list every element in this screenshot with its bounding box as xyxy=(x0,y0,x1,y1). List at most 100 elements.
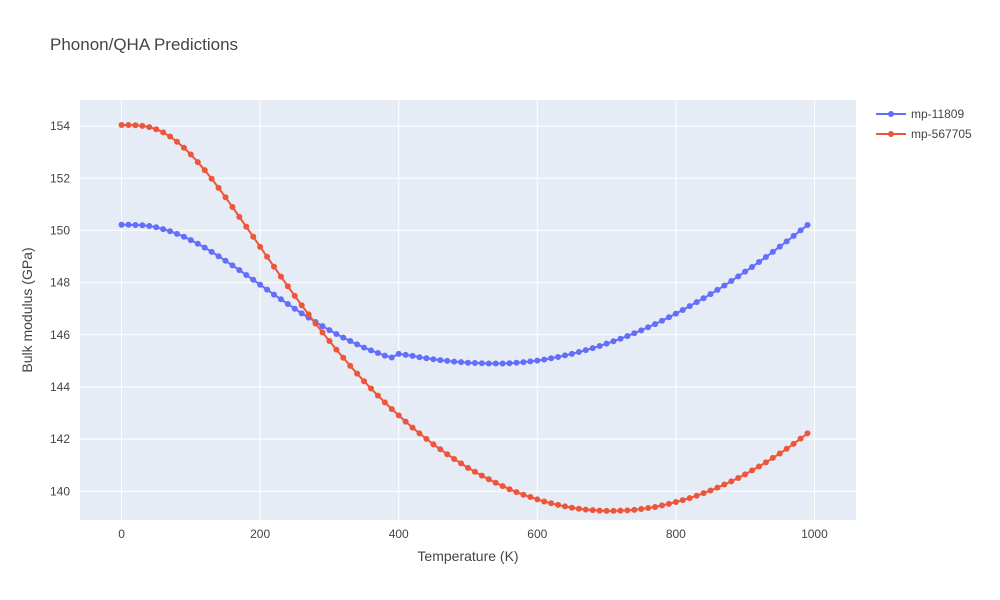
legend: mp-11809 mp-567705 xyxy=(876,107,972,141)
legend-item[interactable]: mp-11809 xyxy=(876,107,964,121)
x-tick-label: 1000 xyxy=(801,527,828,541)
data-point xyxy=(291,305,298,312)
data-point xyxy=(388,406,395,413)
data-point xyxy=(645,505,652,511)
y-tick-label: 152 xyxy=(50,171,70,185)
data-point xyxy=(749,467,756,474)
series-layer xyxy=(118,122,811,514)
y-tick-label: 140 xyxy=(50,484,70,498)
data-point xyxy=(180,144,187,151)
data-point xyxy=(575,505,582,512)
data-point xyxy=(277,296,284,303)
data-point xyxy=(160,129,167,136)
data-point xyxy=(381,399,388,406)
y-axis-ticks: 140 142 144 146 148 150 152 154 xyxy=(50,119,70,498)
data-point xyxy=(208,175,215,182)
data-point xyxy=(659,502,665,509)
data-point xyxy=(679,307,686,313)
legend-label: mp-11809 xyxy=(911,107,964,121)
data-point xyxy=(229,262,236,269)
data-point xyxy=(638,506,645,513)
data-point xyxy=(492,360,499,367)
data-point xyxy=(333,331,340,337)
data-point xyxy=(215,253,222,260)
data-point xyxy=(478,472,485,479)
data-point xyxy=(257,243,264,250)
data-point xyxy=(610,338,617,345)
data-point xyxy=(700,295,707,302)
data-point xyxy=(340,334,347,341)
data-point xyxy=(527,358,534,365)
data-point xyxy=(264,286,271,293)
data-point xyxy=(596,507,603,514)
data-point xyxy=(672,310,679,317)
data-point xyxy=(305,311,312,318)
data-point xyxy=(707,487,714,494)
data-point xyxy=(409,352,416,359)
x-axis-title: Temperature (K) xyxy=(417,548,518,564)
y-tick-label: 148 xyxy=(50,276,70,290)
data-point xyxy=(319,329,326,336)
data-point xyxy=(541,498,548,505)
data-point xyxy=(617,335,624,342)
chart-title: Phonon/QHA Predictions xyxy=(50,35,238,54)
data-point xyxy=(208,248,215,255)
data-point xyxy=(485,360,492,367)
data-point xyxy=(264,253,271,260)
legend-marker xyxy=(888,131,894,137)
data-point xyxy=(430,441,437,448)
data-point xyxy=(194,240,201,247)
data-point xyxy=(645,324,652,331)
data-point xyxy=(465,359,471,366)
data-point xyxy=(735,475,742,481)
data-point xyxy=(749,263,756,270)
data-point xyxy=(458,359,465,366)
data-point xyxy=(679,497,686,504)
data-point xyxy=(568,504,575,511)
data-point xyxy=(804,430,811,437)
series-mp-11809 xyxy=(118,221,811,367)
data-point xyxy=(548,500,555,507)
series-mp-567705 xyxy=(118,122,811,514)
series-line xyxy=(121,223,809,365)
data-point xyxy=(125,221,132,228)
data-point xyxy=(568,350,575,357)
data-point xyxy=(804,221,811,228)
data-point xyxy=(721,282,728,289)
data-point xyxy=(492,479,499,486)
data-point xyxy=(402,351,409,358)
x-tick-label: 200 xyxy=(250,527,270,541)
data-point xyxy=(153,224,160,231)
data-point xyxy=(388,354,395,361)
data-point xyxy=(790,440,797,447)
data-point xyxy=(437,357,444,364)
data-point xyxy=(665,314,672,321)
data-point xyxy=(541,356,548,363)
data-point xyxy=(520,491,527,498)
data-point xyxy=(652,321,659,328)
x-tick-label: 400 xyxy=(389,527,409,541)
data-point xyxy=(582,347,589,354)
data-point xyxy=(506,486,513,493)
data-point xyxy=(395,350,402,357)
data-point xyxy=(354,370,361,377)
data-point xyxy=(444,357,451,364)
data-point xyxy=(465,464,471,471)
data-point xyxy=(187,237,194,244)
data-point xyxy=(201,244,208,251)
data-point xyxy=(562,352,568,359)
legend-item[interactable]: mp-567705 xyxy=(876,127,972,141)
data-point xyxy=(423,355,430,362)
data-point xyxy=(797,435,804,442)
data-point xyxy=(236,213,243,220)
data-point xyxy=(513,359,520,366)
data-point xyxy=(444,451,451,458)
data-point xyxy=(499,360,506,367)
data-point xyxy=(707,291,714,298)
data-point xyxy=(659,317,665,324)
data-point xyxy=(700,490,707,497)
data-point xyxy=(250,276,257,283)
data-point xyxy=(132,122,139,129)
data-point xyxy=(180,233,187,240)
data-point xyxy=(298,310,305,317)
